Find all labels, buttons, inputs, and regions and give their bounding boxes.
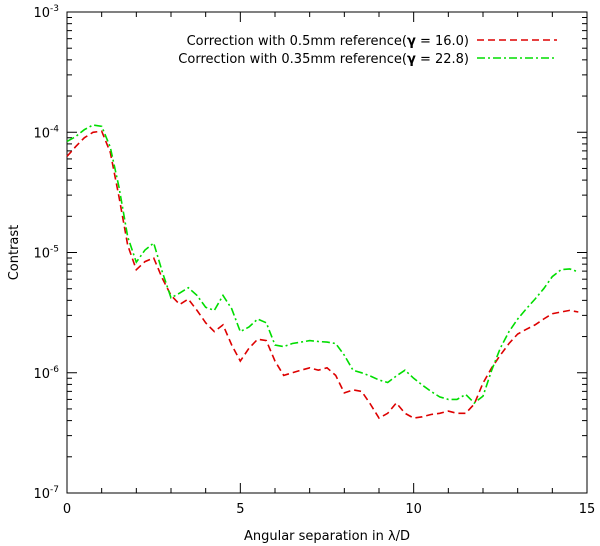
x-tick-label: 15	[579, 502, 596, 517]
y-tick-label: 10-3	[33, 4, 59, 21]
x-tick-label: 5	[236, 502, 244, 517]
series-lines	[66, 124, 579, 420]
axis-ticks	[66, 11, 588, 494]
plot-frame	[66, 11, 588, 494]
y-axis-label: Contrast	[7, 225, 22, 281]
y-tick-label: 10-6	[33, 365, 59, 382]
y-tick-label: 10-7	[33, 485, 59, 502]
x-axis-label: Angular separation in λ/D	[244, 529, 410, 544]
y-tick-label: 10-4	[33, 124, 59, 141]
x-tick-label: 10	[405, 502, 422, 517]
axis-tick-labels: 0 5 10 15 10-7 10-6 10-5 10-4 10-3	[33, 4, 595, 517]
series-line-2	[66, 124, 579, 405]
legend: Correction with 0.5mm reference(γ = 16.0…	[178, 34, 557, 67]
legend-label-2: Correction with 0.35mm reference(γ = 22.…	[178, 52, 469, 67]
y-tick-label: 10-5	[33, 245, 59, 262]
series-line-1	[66, 130, 579, 420]
legend-label-1: Correction with 0.5mm reference(γ = 16.0…	[187, 34, 469, 49]
x-tick-label: 0	[63, 502, 71, 517]
